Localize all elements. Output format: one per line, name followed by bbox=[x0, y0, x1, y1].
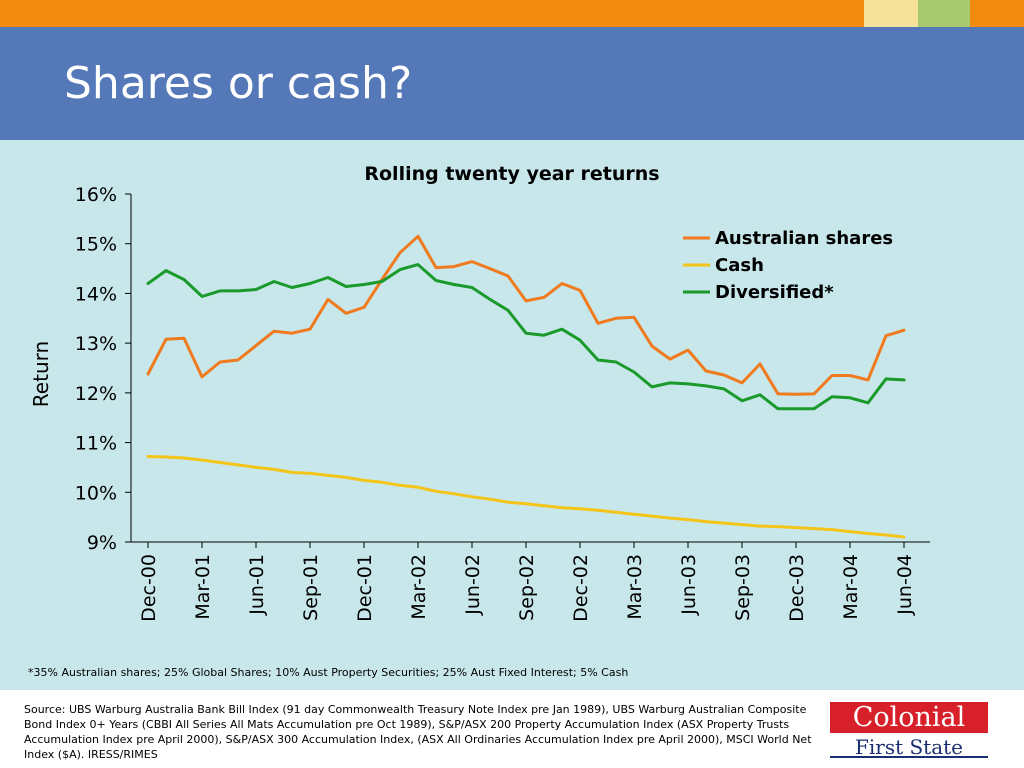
line-chart: Rolling twenty year returns Return 9% 10%… bbox=[29, 163, 930, 622]
y-axis-label: Return bbox=[29, 341, 53, 407]
x-tick-label: Sep-03 bbox=[732, 554, 754, 621]
slide-title: Shares or cash? bbox=[64, 58, 413, 109]
x-tick-label: Sep-01 bbox=[300, 554, 322, 621]
x-tick-label: Mar-03 bbox=[624, 554, 646, 620]
legend-label: Australian shares bbox=[715, 228, 893, 249]
legend: Australian shares Cash Diversified* bbox=[683, 228, 893, 303]
x-tick-label: Jun-02 bbox=[462, 554, 484, 616]
footnote: *35% Australian shares; 25% Global Share… bbox=[28, 666, 629, 679]
x-tick-label: Mar-01 bbox=[192, 554, 214, 620]
legend-label: Cash bbox=[715, 255, 764, 276]
accent-square-yellow bbox=[864, 0, 918, 27]
x-tick-label: Jun-03 bbox=[678, 554, 700, 616]
x-tick-label: Sep-02 bbox=[516, 554, 538, 621]
y-tick-label: 13% bbox=[75, 333, 117, 355]
x-tick-label: Mar-02 bbox=[408, 554, 430, 620]
x-tick-label: Dec-02 bbox=[570, 554, 592, 622]
x-tick-label: Jun-04 bbox=[894, 554, 916, 616]
y-axis-ticks: 9% 10% 11% 12% 13% 14% 15% 16% bbox=[75, 184, 131, 554]
x-tick-label: Dec-01 bbox=[354, 554, 376, 622]
x-axis-ticks: Dec-00 Mar-01 Jun-01 Sep-01 Dec-01 Mar-02 Jun-… bbox=[138, 542, 916, 622]
logo-rule bbox=[830, 756, 988, 758]
y-tick-label: 11% bbox=[75, 433, 117, 455]
x-tick-label: Dec-03 bbox=[786, 554, 808, 622]
top-accent-bar bbox=[0, 0, 1024, 27]
chart-title: Rolling twenty year returns bbox=[364, 163, 659, 185]
y-tick-label: 10% bbox=[75, 482, 117, 504]
x-tick-label: Dec-00 bbox=[138, 554, 160, 622]
y-tick-label: 9% bbox=[87, 532, 117, 554]
colonial-first-state-logo: Colonial First State bbox=[830, 702, 988, 759]
series-line-australian-shares bbox=[146, 234, 906, 396]
y-tick-label: 16% bbox=[75, 184, 117, 206]
series-lines bbox=[146, 234, 906, 539]
accent-square-green bbox=[918, 0, 970, 27]
logo-line1: Colonial bbox=[830, 702, 988, 733]
logo-line2: First State bbox=[830, 733, 988, 759]
y-tick-label: 15% bbox=[75, 234, 117, 256]
series-line-diversified bbox=[146, 263, 906, 411]
series-line-cash bbox=[146, 455, 906, 539]
x-tick-label: Jun-01 bbox=[246, 554, 268, 616]
title-banner bbox=[0, 27, 1024, 140]
y-tick-label: 14% bbox=[75, 283, 117, 305]
chart-panel bbox=[0, 140, 1024, 690]
y-tick-label: 12% bbox=[75, 383, 117, 405]
source-note: Source: UBS Warburg Australia Bank Bill … bbox=[24, 703, 812, 761]
x-tick-label: Mar-04 bbox=[840, 554, 862, 620]
legend-label: Diversified* bbox=[715, 282, 834, 303]
